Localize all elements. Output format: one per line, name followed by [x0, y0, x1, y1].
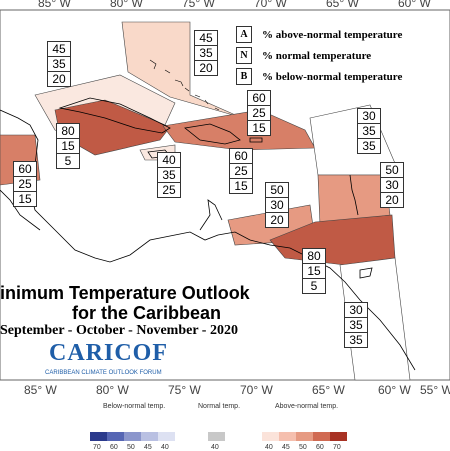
- prob-box-cuba: 80 15 5: [56, 123, 80, 169]
- colorbar-above-label: 60: [316, 444, 324, 451]
- prob-box-jamaica: 40 35 25: [157, 152, 181, 198]
- map-title-line2: for the Caribbean: [72, 303, 222, 323]
- colorbar-above-label: 40: [265, 444, 273, 451]
- prob-box-trinidad: 80 15 5: [302, 248, 326, 294]
- legend-key-n: N: [236, 47, 252, 64]
- colorbar-above-label: 45: [282, 444, 290, 451]
- prob-box-belize: 60 25 15: [13, 161, 37, 207]
- prob-box-leeward: 50 30 20: [380, 162, 404, 208]
- logo-subtitle: CARIBBEAN CLIMATE OUTLOOK FORUM: [45, 370, 162, 376]
- colorbar-below-swatch: [124, 432, 141, 441]
- lon-label-bottom: 65° W: [312, 383, 345, 397]
- colorbar-normal-swatch: [208, 432, 225, 441]
- colorbar-below-label: 50: [127, 444, 135, 451]
- legend-text-below: % below-normal temperature: [262, 70, 403, 83]
- prob-box-abc: 50 30 20: [265, 182, 289, 228]
- colorbar-below-swatch: [158, 432, 175, 441]
- colorbar-above-swatch: [330, 432, 347, 441]
- lon-label-top: 65° W: [326, 0, 359, 10]
- legend-text-normal: % normal temperature: [262, 49, 372, 62]
- lon-label-bottom: 75° W: [168, 383, 201, 397]
- legend-row-below: B % below-normal temperature: [236, 67, 402, 86]
- colorbar-below-swatch: [107, 432, 124, 441]
- colorbar-below-swatch: [90, 432, 107, 441]
- colorbar-normal-title: Normal temp.: [198, 403, 241, 410]
- lon-label-bottom: 60° W: [378, 383, 411, 397]
- colorbar-above-swatch: [313, 432, 330, 441]
- lon-label-bottom: 80° W: [96, 383, 129, 397]
- prob-box-hispaniola: 60 25 15: [247, 90, 271, 136]
- caricof-logo: CARICOF CARIBBEAN CLIMATE OUTLOOK FORUM: [45, 340, 177, 382]
- colorbar-below-label: 45: [144, 444, 152, 451]
- legend-key-b: B: [236, 68, 252, 85]
- colorbar-normal-label: 40: [211, 444, 219, 451]
- lon-label-top: 60° W: [398, 0, 431, 10]
- prob-box-bahamas: 45 35 20: [194, 30, 218, 76]
- colorbar-above-title: Above-normal temp.: [275, 403, 339, 410]
- prob-box-bahamas-left: 45 35 20: [47, 41, 71, 87]
- lon-label-top: 75° W: [182, 0, 215, 10]
- lon-label-top: 80° W: [110, 0, 143, 10]
- lon-label-top: 70° W: [254, 0, 287, 10]
- colorbar-above-swatch: [296, 432, 313, 441]
- prob-box-hispaniola-south: 60 25 15: [229, 148, 253, 194]
- colorbar-below-label: 40: [161, 444, 169, 451]
- lon-label-bottom: 55° W: [420, 383, 450, 397]
- colorbar-above-swatch: [279, 432, 296, 441]
- colorbar-below-swatch: [141, 432, 158, 441]
- lon-label-bottom: 70° W: [240, 383, 273, 397]
- colorbar-below-title: Below-normal temp.: [103, 403, 166, 410]
- lon-label-top: 85° W: [38, 0, 71, 10]
- map-period: September - October - November - 2020: [0, 323, 238, 338]
- legend-row-normal: N % normal temperature: [236, 46, 371, 65]
- logo-name: CARICOF: [49, 340, 168, 366]
- prob-box-east-atlantic: 30 35 35: [357, 108, 381, 154]
- bahamas-islands: [149, 59, 220, 111]
- colorbar-above-label: 70: [333, 444, 341, 451]
- legend-text-above: % above-normal temperature: [262, 28, 403, 41]
- lon-label-bottom: 85° W: [24, 383, 57, 397]
- prob-box-guianas: 30 35 35: [344, 302, 368, 348]
- colorbar-below-label: 70: [93, 444, 101, 451]
- colorbar-below-label: 60: [110, 444, 118, 451]
- colorbar-above-swatch: [262, 432, 279, 441]
- legend-key-a: A: [236, 26, 252, 43]
- legend: A % above-normal temperature N % normal …: [236, 25, 441, 87]
- legend-row-above: A % above-normal temperature: [236, 25, 402, 44]
- colorbar-above-label: 50: [299, 444, 307, 451]
- map-title-line1: inimum Temperature Outlook: [0, 283, 250, 303]
